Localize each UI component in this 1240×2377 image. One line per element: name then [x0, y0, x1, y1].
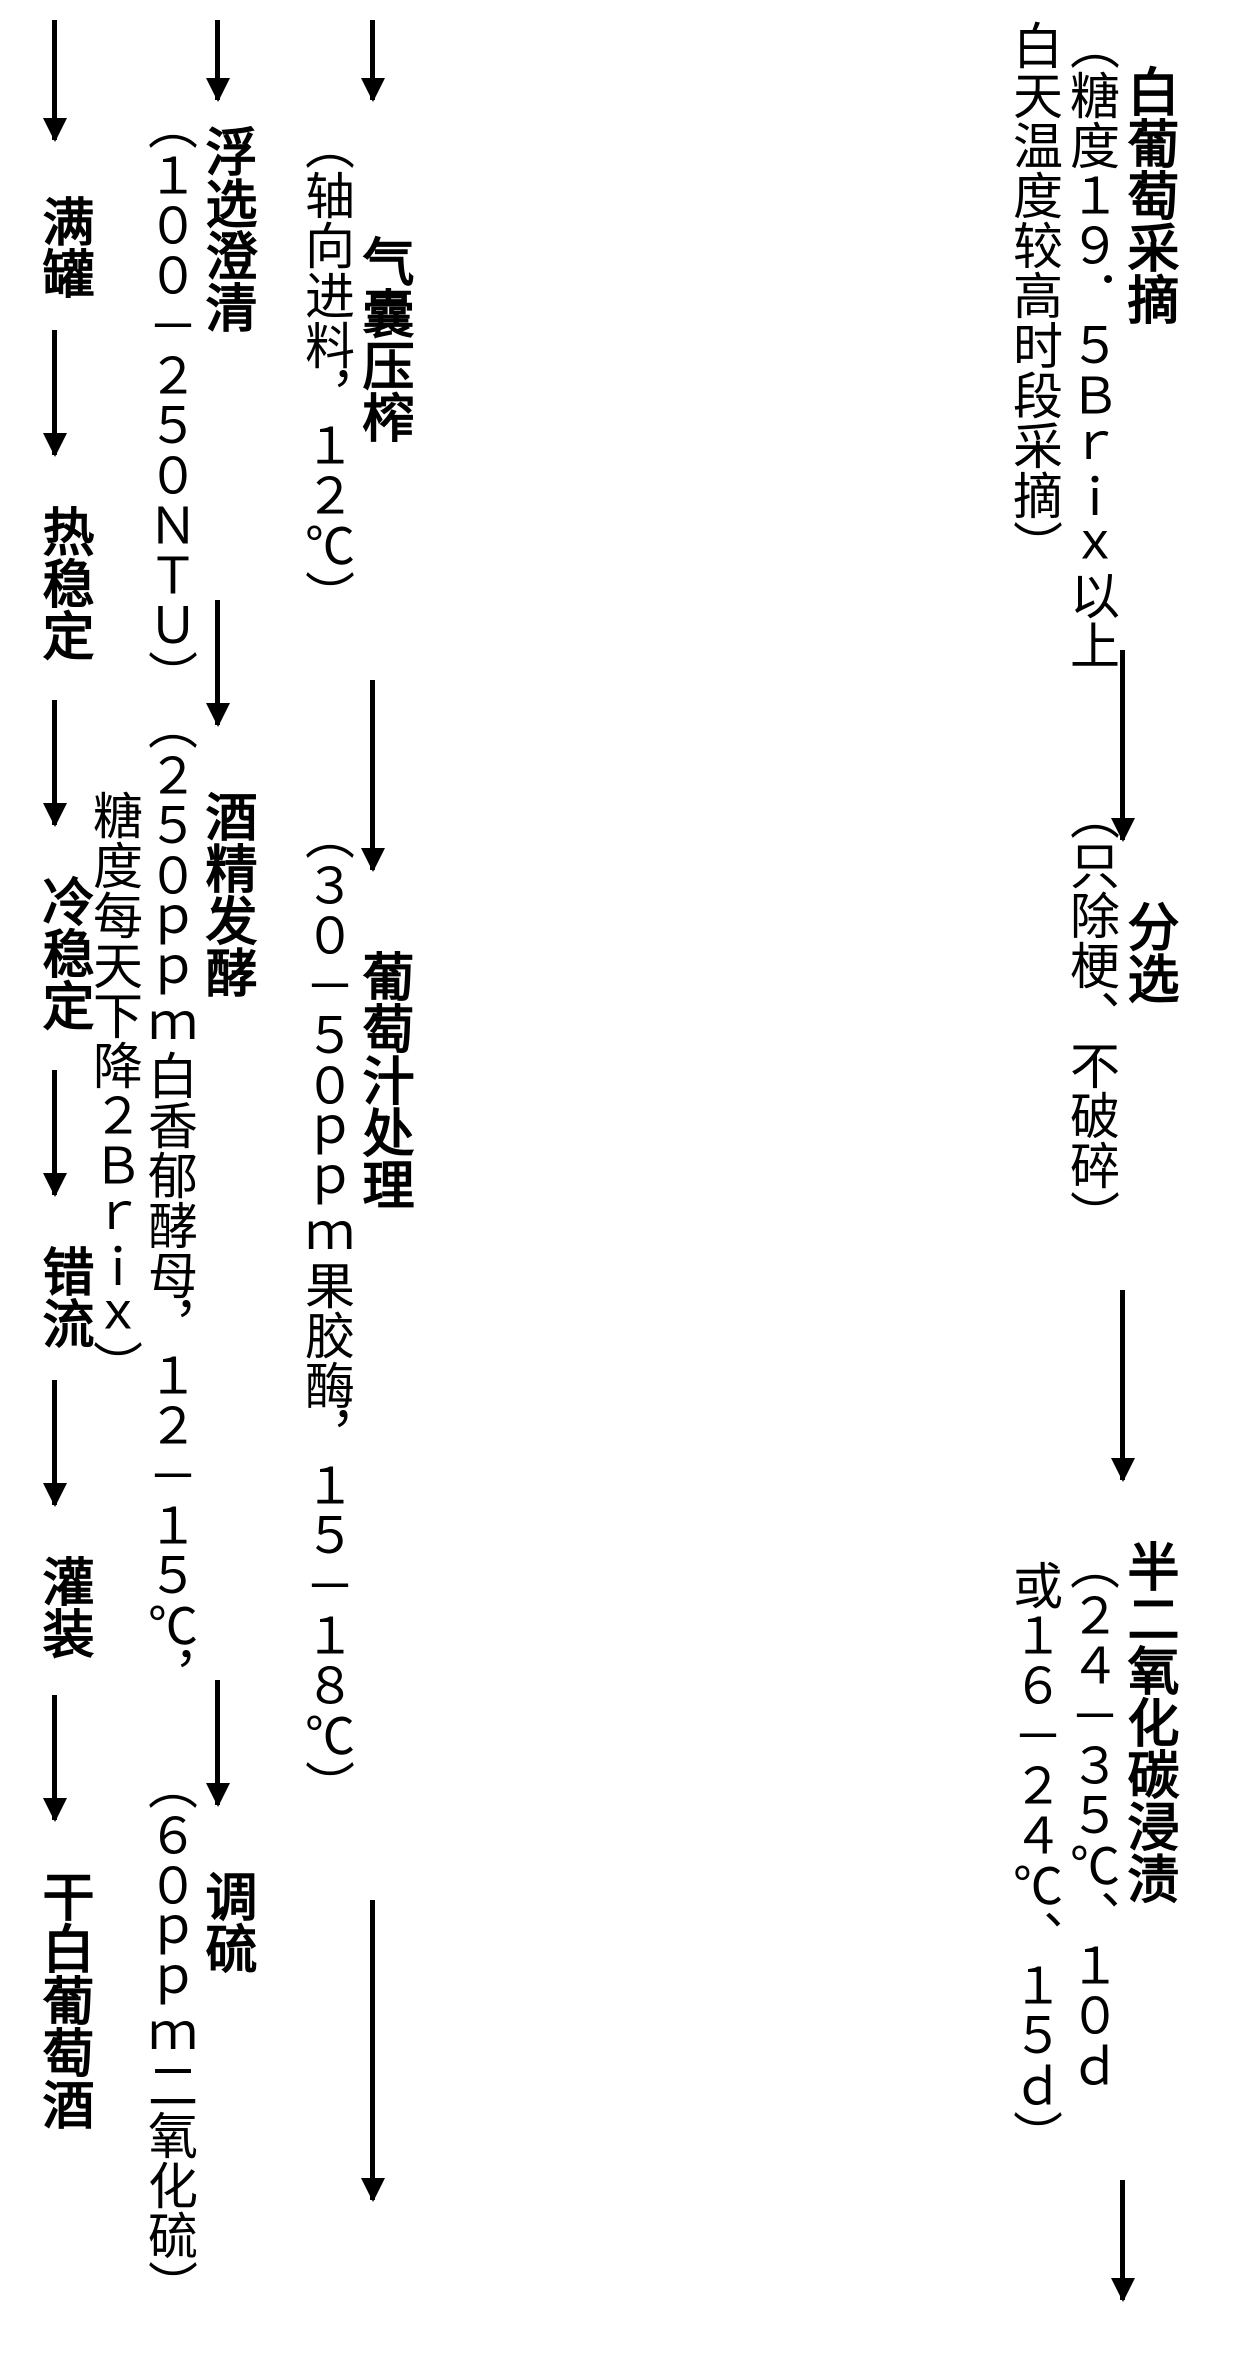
step-heat-stable: 热稳定 [25, 505, 100, 661]
arrow-5 [215, 600, 220, 725]
flowchart-canvas: 白葡萄采摘 （糖度１９．５Ｂｒｉｘ以上 白天温度较高时段采摘） 分选 （只除梗、… [0, 0, 1240, 2377]
arrow-4 [370, 1900, 375, 2200]
arrow-10 [52, 1380, 57, 1505]
step-co2-detail-b: 或１６－２４℃、１５ｄ） [998, 1560, 1070, 2160]
arrow-into-col3 [215, 20, 220, 100]
arrow-into-col4 [52, 20, 57, 140]
arrow-8 [52, 700, 57, 825]
arrow-7 [52, 330, 57, 455]
step-press-detail: （轴向进料，１２℃） [290, 120, 362, 620]
arrow-9 [52, 1070, 57, 1195]
wrap-1-down [1120, 2180, 1125, 2300]
arrow-3 [370, 680, 375, 870]
arrow-into-col2 [370, 20, 375, 100]
arrow-11 [52, 1695, 57, 1820]
step-bottle: 灌装 [25, 1555, 100, 1659]
step-fill-tank: 满罐 [25, 195, 100, 299]
arrow-2 [1120, 1290, 1125, 1480]
step-harvest-detail-b: 白天温度较高时段采摘） [998, 20, 1070, 570]
arrow-6 [215, 1680, 220, 1805]
step-float-detail: （１００－２５０ＮＴＵ） [133, 100, 205, 700]
step-sort-detail: （只除梗、不破碎） [1055, 790, 1127, 1240]
step-sulfur-detail: （６０ｐｐｍ二氧化硫） [133, 1760, 205, 2310]
step-crossflow: 错流 [25, 1245, 100, 1349]
step-juice-detail: （３０－５０ｐｐｍ果胶酶，１５－１８℃） [290, 810, 362, 1810]
step-cold-stable: 冷稳定 [25, 875, 100, 1031]
step-product: 干白葡萄酒 [25, 1870, 100, 2130]
